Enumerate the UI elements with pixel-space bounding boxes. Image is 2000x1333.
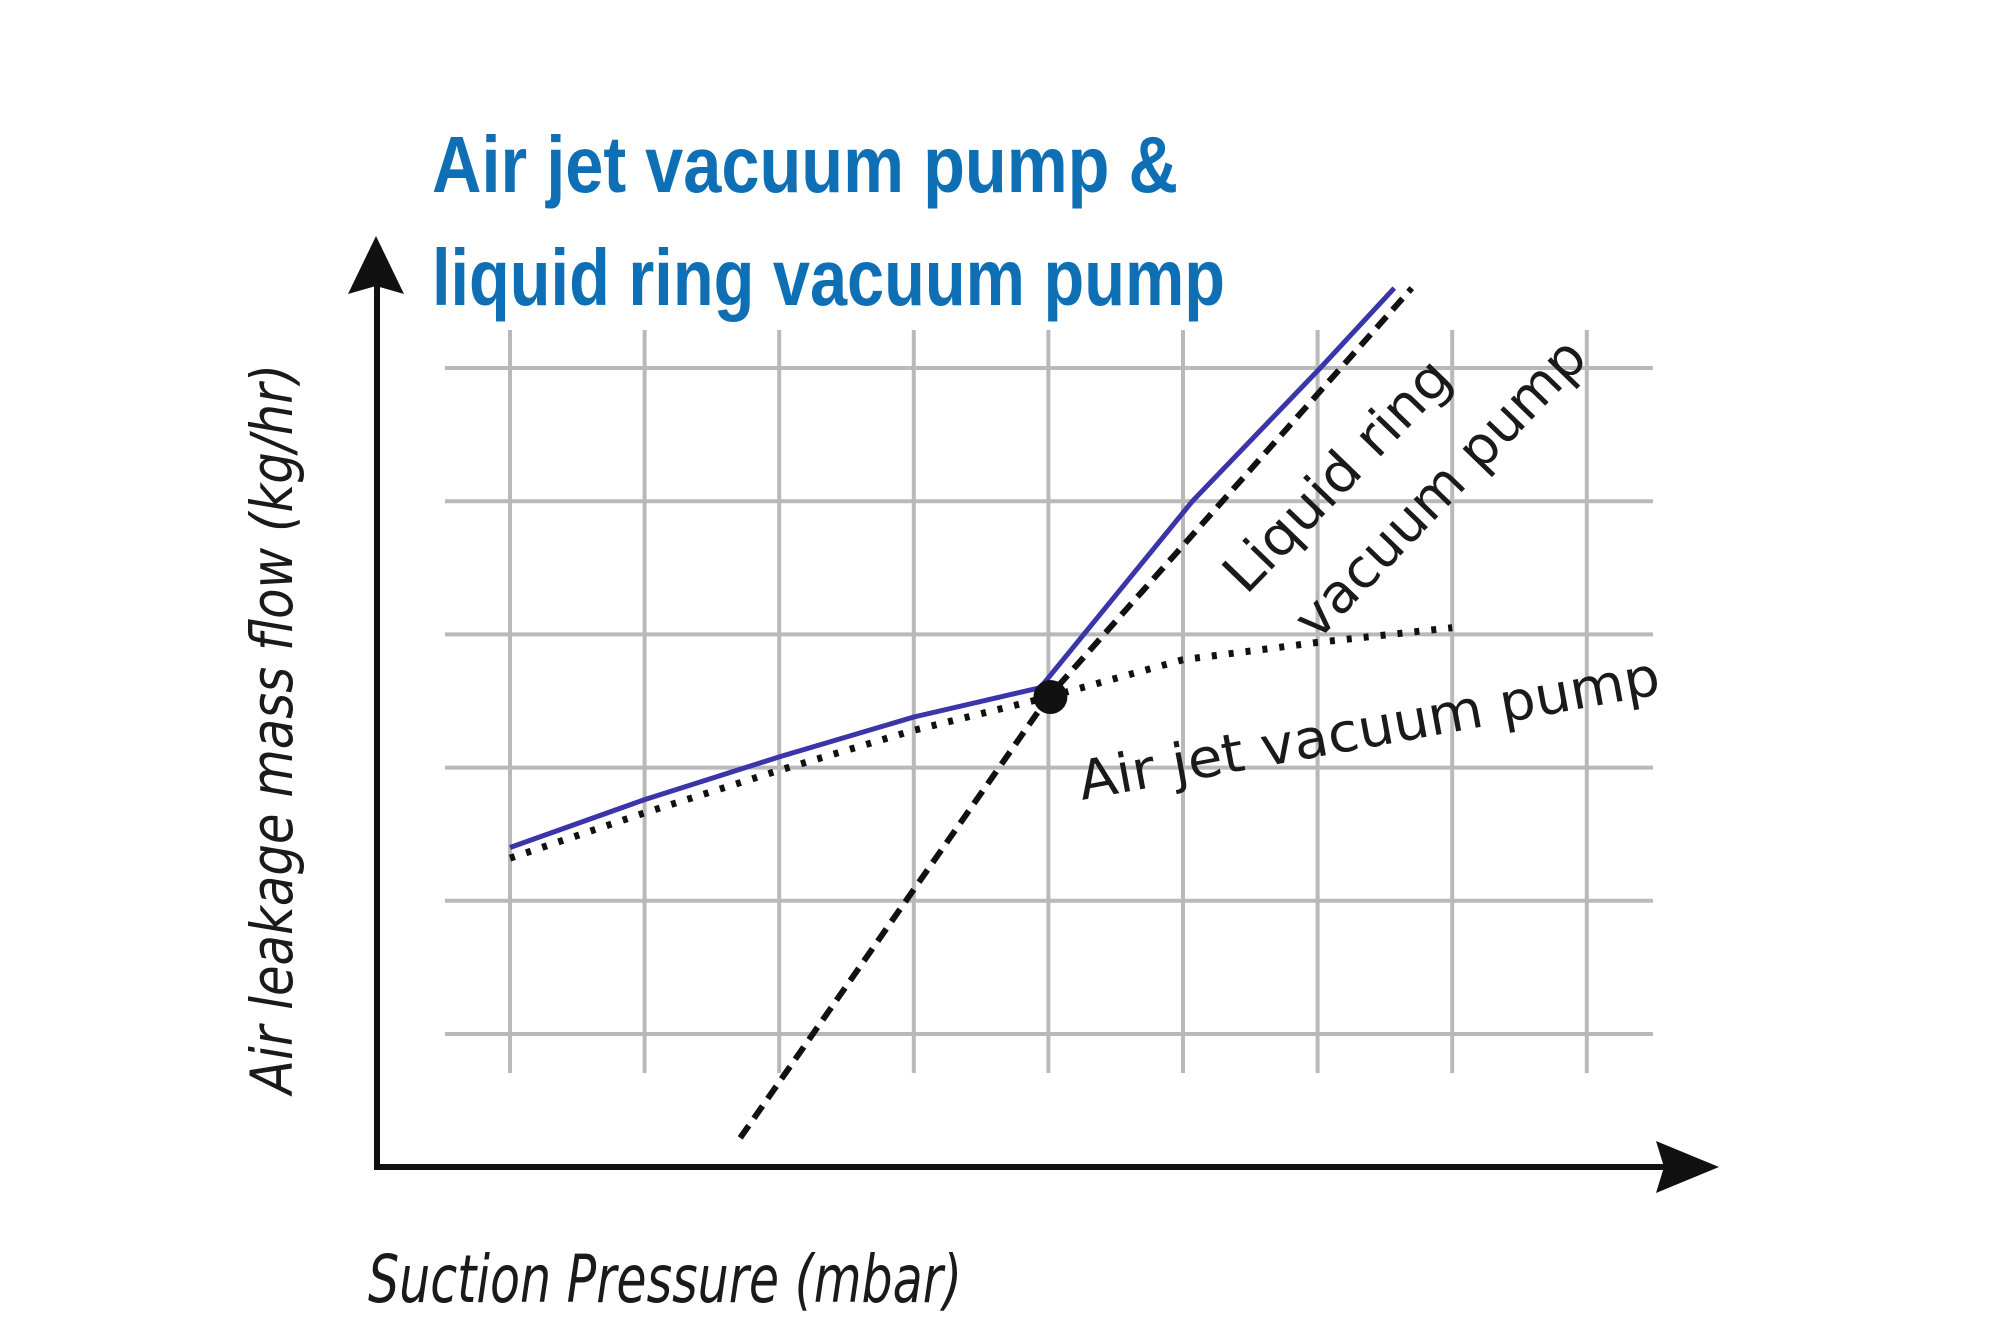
axes — [348, 236, 1719, 1193]
chart-title: Air jet vacuum pump & liquid ring vacuum… — [432, 120, 1225, 322]
chart-title-line-2: liquid ring vacuum pump — [432, 233, 1225, 322]
intersection-marker — [1033, 680, 1068, 715]
chart-title-line-1: Air jet vacuum pump & — [432, 120, 1178, 209]
combined-line — [509, 286, 1397, 850]
x-axis-label: Suction Pressure (mbar) — [368, 1241, 962, 1318]
grid — [445, 330, 1653, 1073]
y-axis-arrow-icon — [348, 236, 404, 294]
series-layer — [508, 286, 1453, 1140]
x-axis-arrow-icon — [1656, 1141, 1719, 1193]
y-axis-label: Air leakage mass flow (kg/hr) — [238, 364, 306, 1097]
annotation-air-jet-vacuum-pump: Air jet vacuum pump — [1073, 644, 1665, 812]
